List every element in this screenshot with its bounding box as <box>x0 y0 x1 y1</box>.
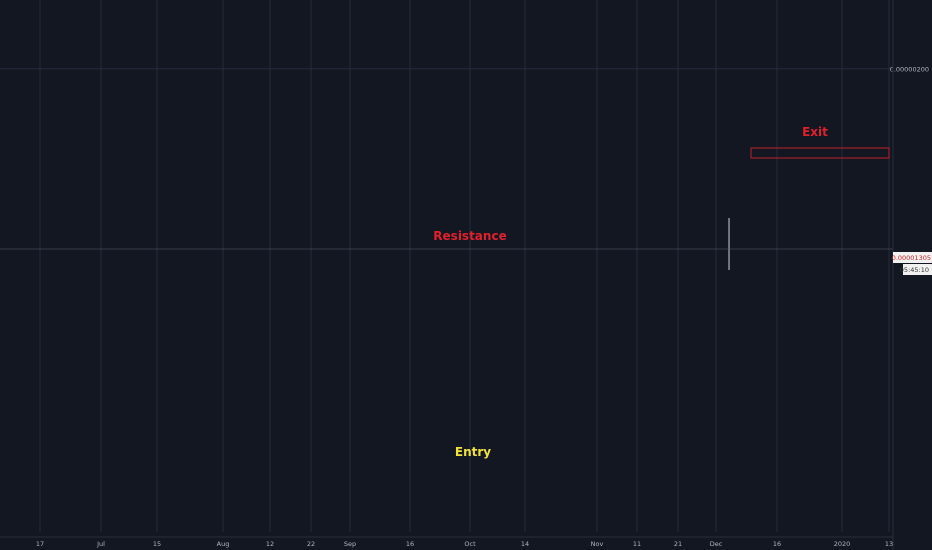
x-tick-label: Nov <box>591 540 604 548</box>
price-tags: 0.00001305 05:45:10 <box>892 252 932 275</box>
x-tick-label: Jul <box>96 540 105 548</box>
x-tick-label: 12 <box>266 540 274 548</box>
x-tick-label: 22 <box>307 540 315 548</box>
annotations: Resistance Entry Exit <box>433 125 828 459</box>
x-tick-label: 14 <box>521 540 529 548</box>
x-tick-label: Oct <box>464 540 476 548</box>
exit-label: Exit <box>802 125 828 139</box>
level-lines[interactable]: 0.000017180.000013090.000008220.00000570 <box>0 0 932 250</box>
x-tick-label: 16 <box>406 540 414 548</box>
x-tick-label: Aug <box>217 540 230 548</box>
y-tick-label: 0.00000200 <box>890 65 929 73</box>
entry-label: Entry <box>455 445 491 459</box>
x-tick-label: 17 <box>36 540 44 548</box>
countdown-text: 05:45:10 <box>900 266 929 274</box>
x-tick-label: 13 <box>885 540 893 548</box>
x-tick-label: 2020 <box>834 540 851 548</box>
exit-zone <box>750 147 890 159</box>
x-tick-label: 15 <box>153 540 161 548</box>
time-axis[interactable]: 17 Jul 15 Aug 12 22 Sep 16 Oct 14 Nov 11 21 Dec 16 2020… <box>0 536 893 548</box>
last-price-text: 0.00001305 <box>892 254 931 262</box>
x-tick-label: Sep <box>344 540 356 548</box>
last-price-tag: 0.00001305 <box>892 252 932 263</box>
zones <box>750 147 890 159</box>
grid <box>0 0 893 532</box>
countdown-tag: 05:45:10 <box>900 264 932 275</box>
x-tick-label: 21 <box>674 540 682 548</box>
x-tick-label: 11 <box>633 540 641 548</box>
x-tick-label: Dec <box>710 540 723 548</box>
price-axis[interactable]: 0.000002000.000003000.000004000.00000700… <box>890 0 929 550</box>
candles <box>728 218 730 270</box>
x-tick-label: 16 <box>773 540 781 548</box>
resistance-label: Resistance <box>433 229 506 243</box>
